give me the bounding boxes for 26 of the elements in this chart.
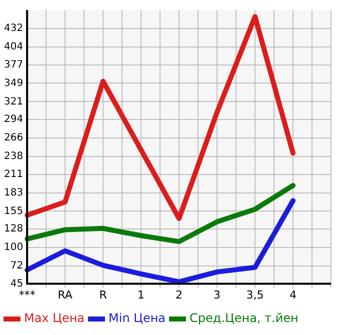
y-tick-label: 45 bbox=[10, 278, 24, 290]
x-tick-label: 2 bbox=[176, 288, 183, 302]
x-tick-label: 3 bbox=[214, 288, 221, 302]
y-tick-label: 321 bbox=[4, 96, 24, 108]
y-tick-label: 294 bbox=[4, 114, 24, 126]
y-tick-label: 377 bbox=[4, 59, 24, 70]
x-tick-label: R bbox=[99, 288, 108, 302]
x-tick-label: 3,5 bbox=[246, 288, 264, 302]
x-tick-label: RA bbox=[58, 288, 73, 302]
y-tick-label: 155 bbox=[4, 206, 24, 217]
x-tick-label: 4 bbox=[290, 288, 297, 302]
x-tick-label: *** bbox=[18, 288, 36, 302]
y-tick-label: 404 bbox=[4, 42, 24, 53]
x-tick-label: 1 bbox=[138, 288, 145, 302]
y-tick-label: 100 bbox=[4, 242, 24, 254]
y-tick-label: 266 bbox=[4, 132, 24, 144]
y-tick-label: 349 bbox=[4, 78, 24, 89]
legend-label: Max Цена bbox=[24, 311, 85, 326]
y-tick-label: 238 bbox=[4, 151, 24, 162]
y-tick-label: 128 bbox=[4, 224, 24, 235]
y-tick-label: 183 bbox=[4, 187, 24, 198]
y-tick-label: 211 bbox=[4, 168, 24, 180]
legend-label: Min Цена bbox=[108, 311, 166, 326]
y-tick-label: 432 bbox=[4, 23, 24, 34]
y-tick-label: 72 bbox=[10, 260, 24, 272]
legend-label: Сред.Цена, т.йен bbox=[190, 311, 298, 326]
